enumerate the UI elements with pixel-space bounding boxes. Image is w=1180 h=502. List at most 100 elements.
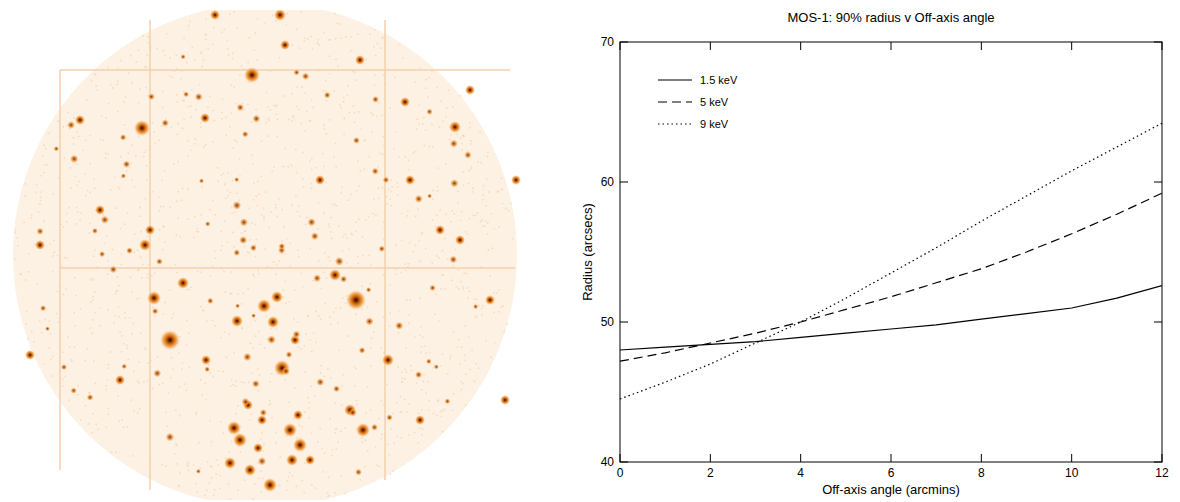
noise (279, 57, 281, 59)
noise (465, 325, 467, 327)
noise (276, 104, 278, 106)
noise (264, 22, 266, 24)
noise (214, 325, 216, 327)
noise (442, 410, 444, 412)
noise (89, 279, 91, 281)
noise (179, 415, 181, 417)
noise (176, 54, 178, 56)
noise (453, 213, 455, 215)
noise (374, 29, 376, 31)
noise (396, 436, 398, 438)
noise (277, 216, 279, 218)
noise (147, 55, 149, 57)
source (500, 395, 510, 405)
noise (301, 426, 303, 428)
noise (483, 195, 485, 197)
faint-source (67, 121, 75, 129)
noise (359, 185, 361, 187)
faint-source (37, 228, 44, 235)
noise (161, 464, 163, 466)
x-tick (981, 454, 982, 462)
noise (291, 164, 293, 166)
noise (241, 65, 243, 67)
noise (382, 187, 384, 189)
noise (75, 295, 77, 297)
noise (80, 419, 82, 421)
noise (268, 117, 270, 119)
noise (325, 182, 327, 184)
noise (138, 269, 140, 271)
noise (476, 299, 478, 301)
noise (370, 409, 372, 411)
noise (365, 219, 367, 221)
faint-source (45, 326, 50, 331)
noise (199, 84, 201, 86)
noise (231, 206, 233, 208)
noise (373, 213, 375, 215)
noise (73, 143, 75, 145)
source (415, 415, 425, 425)
series-line (620, 193, 1162, 361)
noise (177, 218, 179, 220)
noise (251, 121, 253, 123)
faint-source (293, 331, 301, 339)
noise (463, 184, 465, 186)
x-tick (800, 42, 801, 50)
noise (205, 383, 207, 385)
faint-source (282, 367, 290, 375)
noise (235, 385, 237, 387)
noise (124, 124, 126, 126)
faint-source (166, 433, 175, 442)
source (274, 10, 286, 21)
noise (260, 471, 262, 473)
noise (25, 279, 27, 281)
noise (281, 240, 283, 242)
noise (372, 114, 374, 116)
noise (188, 333, 190, 335)
noise (66, 213, 68, 215)
noise (119, 188, 121, 190)
noise (318, 202, 320, 204)
faint-source (324, 92, 331, 99)
noise (231, 271, 233, 273)
faint-source (239, 236, 247, 244)
noise (380, 47, 382, 49)
noise (252, 274, 254, 276)
noise (194, 143, 196, 145)
noise (269, 404, 271, 406)
noise (33, 341, 35, 343)
noise (226, 134, 228, 136)
noise (390, 473, 392, 475)
source (344, 404, 356, 416)
noise (147, 363, 149, 365)
noise (186, 62, 188, 64)
noise (304, 92, 306, 94)
noise (178, 191, 180, 193)
noise (140, 333, 142, 335)
noise (86, 348, 88, 350)
noise (452, 409, 454, 411)
noise (487, 152, 489, 154)
faint-source (335, 257, 344, 266)
noise (330, 418, 332, 420)
noise (396, 131, 398, 133)
noise (390, 198, 392, 200)
noise (474, 381, 476, 383)
noise (67, 337, 69, 339)
noise (249, 239, 251, 241)
noise (95, 383, 97, 385)
faint-source (120, 134, 127, 141)
x-tick-label: 10 (1065, 466, 1079, 480)
noise (436, 86, 438, 88)
noise (191, 287, 193, 289)
noise (432, 199, 434, 201)
noise (38, 212, 40, 214)
noise (212, 44, 214, 46)
noise (366, 412, 368, 414)
noise (89, 135, 91, 137)
faint-source (234, 177, 239, 182)
noise (194, 216, 196, 218)
noise (138, 50, 140, 52)
noise (144, 347, 146, 349)
noise (416, 128, 418, 130)
